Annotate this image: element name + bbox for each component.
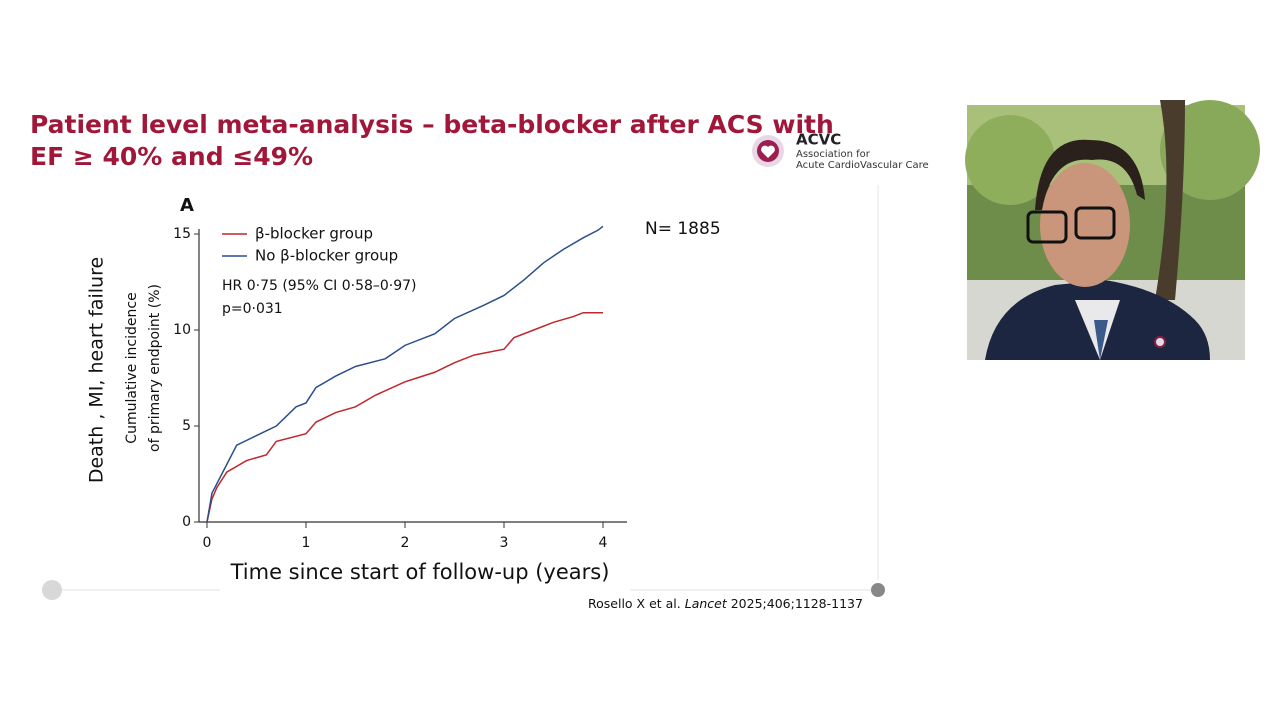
citation-authors: Rosello X et al. <box>588 596 685 611</box>
x-tick-label: 3 <box>500 535 509 551</box>
x-tick-label: 1 <box>302 535 311 551</box>
y-tick-label: 0 <box>182 514 191 530</box>
logo-text: Acute CardioVascular Care <box>796 160 929 171</box>
video-feed <box>965 100 1260 360</box>
y-tick-label: 15 <box>173 226 191 242</box>
legend-label: β-blocker group <box>255 225 373 243</box>
y-label: Cumulative incidence <box>124 292 140 443</box>
citation-ref: 2025;406;1128-1137 <box>727 596 863 611</box>
x-tick-label: 0 <box>203 535 212 551</box>
x-tick-label: 4 <box>599 535 608 551</box>
annotation: p=0·031 <box>222 301 283 317</box>
outer-y-label: Death , MI, heart failure <box>86 257 108 483</box>
x-tick-label: 2 <box>401 535 410 551</box>
panel-label: A <box>180 195 194 216</box>
km-curve <box>206 311 603 523</box>
logo-name: ACVC <box>796 131 841 149</box>
n-label: N= 1885 <box>645 219 721 239</box>
y-tick-label: 5 <box>182 418 191 434</box>
y-tick-label: 10 <box>173 322 191 338</box>
legend-label: No β-blocker group <box>255 247 398 265</box>
x-label: Time since start of follow-up (years) <box>230 560 610 584</box>
slide-dot <box>871 583 885 597</box>
logo-icon <box>752 135 784 167</box>
slide-dot <box>42 580 62 600</box>
slide-title: EF ≥ 40% and ≤49% <box>30 142 313 171</box>
y-label: of primary endpoint (%) <box>147 284 163 452</box>
km-curve <box>206 225 604 523</box>
annotation: HR 0·75 (95% CI 0·58–0·97) <box>222 278 417 294</box>
logo-text: Association for <box>796 149 871 160</box>
slide-title: Patient level meta-analysis – beta-block… <box>30 110 834 139</box>
citation: Rosello X et al. Lancet 2025;406;1128-11… <box>588 596 863 611</box>
citation-journal: Lancet <box>685 596 728 611</box>
